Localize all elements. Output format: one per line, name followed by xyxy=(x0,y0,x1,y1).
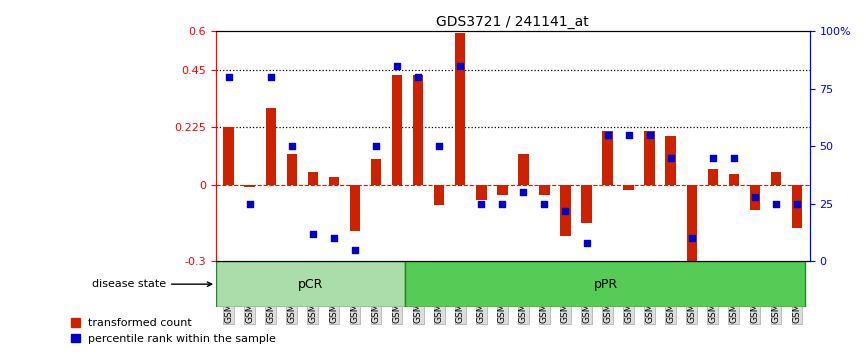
Bar xyxy=(434,184,444,205)
Bar xyxy=(350,184,360,230)
Bar xyxy=(728,175,740,184)
Bar xyxy=(771,172,781,184)
Bar xyxy=(518,154,528,184)
Bar xyxy=(329,177,339,184)
Point xyxy=(411,75,425,80)
Bar xyxy=(603,131,613,184)
Bar xyxy=(413,75,423,184)
Point xyxy=(306,231,320,236)
Point xyxy=(790,201,804,207)
Point xyxy=(601,132,615,138)
Point xyxy=(242,201,256,207)
Bar xyxy=(455,33,466,184)
Bar xyxy=(687,184,697,261)
Bar xyxy=(624,184,634,190)
Point xyxy=(222,75,236,80)
Bar xyxy=(497,184,507,195)
Text: disease state: disease state xyxy=(92,279,211,289)
Bar xyxy=(644,131,655,184)
Bar xyxy=(287,154,297,184)
Point xyxy=(664,155,678,161)
Bar xyxy=(405,261,805,307)
Point xyxy=(622,132,636,138)
Point xyxy=(538,201,552,207)
Point xyxy=(579,240,593,246)
Point xyxy=(475,201,488,207)
Bar xyxy=(266,108,276,184)
Point xyxy=(369,143,383,149)
Bar xyxy=(216,261,405,307)
Text: pCR: pCR xyxy=(298,278,324,291)
Legend: transformed count, percentile rank within the sample: transformed count, percentile rank withi… xyxy=(66,314,281,348)
Point xyxy=(348,247,362,252)
Point xyxy=(706,155,720,161)
Point xyxy=(432,143,446,149)
Text: pPR: pPR xyxy=(593,278,617,291)
Bar xyxy=(792,184,802,228)
Bar xyxy=(307,172,318,184)
Point xyxy=(285,143,299,149)
Bar xyxy=(665,136,676,184)
Point xyxy=(727,155,740,161)
Bar xyxy=(371,159,381,184)
Point xyxy=(643,132,656,138)
Bar xyxy=(391,75,403,184)
Point xyxy=(264,75,278,80)
Bar xyxy=(244,184,255,187)
Bar xyxy=(476,184,487,200)
Bar xyxy=(708,169,718,184)
Point xyxy=(769,201,783,207)
Bar xyxy=(560,184,571,236)
Point xyxy=(748,194,762,200)
Point xyxy=(327,235,341,241)
Point xyxy=(453,63,467,69)
Point xyxy=(495,201,509,207)
Bar xyxy=(750,184,760,210)
Point xyxy=(685,235,699,241)
Bar xyxy=(581,184,591,223)
Point xyxy=(516,189,530,195)
Point xyxy=(559,208,572,213)
Bar xyxy=(223,127,234,184)
Point xyxy=(391,63,404,69)
Bar xyxy=(540,184,550,195)
Title: GDS3721 / 241141_at: GDS3721 / 241141_at xyxy=(436,15,589,29)
